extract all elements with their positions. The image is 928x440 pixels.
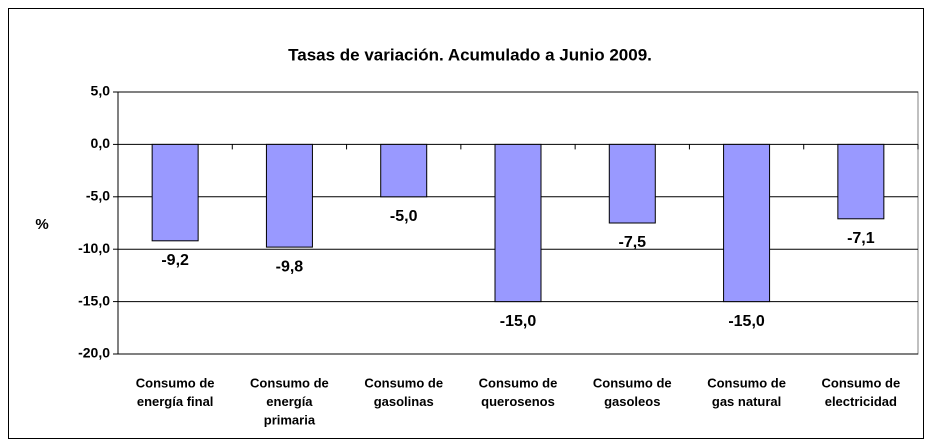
y-tick-label: -10,0: [78, 240, 110, 256]
x-tick-label: electricidad: [825, 394, 897, 409]
x-tick-label: gasolinas: [374, 394, 434, 409]
bar: [723, 143, 771, 303]
x-tick-label: Consumo de: [593, 375, 672, 390]
bar: [380, 143, 428, 198]
x-tick-label: Consumo de: [707, 375, 786, 390]
bar: [608, 143, 656, 224]
x-tick-label: Consumo de: [364, 375, 443, 390]
x-tick-label: primaria: [264, 412, 316, 427]
y-tick-label: 0,0: [91, 135, 111, 151]
bar: [837, 143, 885, 220]
x-tick-label: energía final: [137, 394, 214, 409]
y-tick-label: -5,0: [86, 188, 110, 204]
data-label: -9,2: [161, 252, 189, 269]
data-label: -15,0: [728, 313, 765, 330]
data-label: -7,5: [618, 234, 646, 251]
y-tick-label: -15,0: [78, 292, 110, 308]
x-tick-label: Consumo de: [821, 375, 900, 390]
x-tick-label: Consumo de: [136, 375, 215, 390]
data-label: -15,0: [500, 313, 537, 330]
x-tick-label: querosenos: [481, 394, 555, 409]
bar: [151, 143, 199, 242]
chart-title: Tasas de variación. Acumulado a Junio 20…: [288, 45, 652, 64]
data-label: -5,0: [390, 208, 418, 225]
y-tick-label: -20,0: [78, 345, 110, 361]
x-tick-label: energía: [266, 394, 313, 409]
y-tick-label: 5,0: [91, 83, 111, 99]
x-tick-label: Consumo de: [479, 375, 558, 390]
x-tick-label: Consumo de: [250, 375, 329, 390]
y-axis-label: %: [35, 216, 48, 233]
x-tick-label: gas natural: [712, 394, 781, 409]
data-label: -9,8: [276, 258, 304, 275]
data-label: -7,1: [847, 230, 875, 247]
x-tick-label: gasoleos: [604, 394, 660, 409]
bar: [494, 143, 542, 303]
bar: [265, 143, 313, 248]
